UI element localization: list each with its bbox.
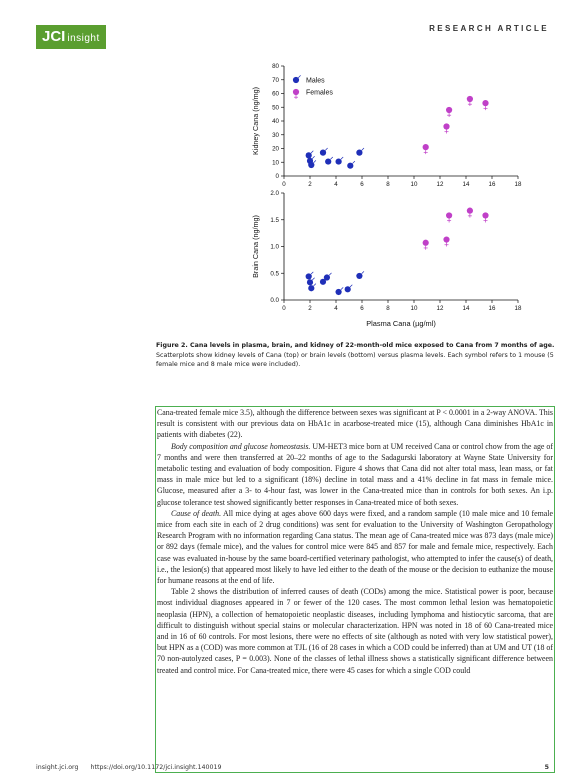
data-point-male <box>308 283 317 292</box>
x-tick-label: 2 <box>308 181 312 188</box>
page-number: 5 <box>544 764 549 771</box>
data-point-male <box>305 271 314 280</box>
data-point-female <box>466 95 473 106</box>
paragraph-2: Body composition and glucose homeostasis… <box>157 441 553 508</box>
data-point-female <box>482 212 489 223</box>
x-axis-label: Plasma Cana (µg/ml) <box>366 319 436 328</box>
caption-text: Scatterplots show kidney levels of Cana … <box>156 351 554 369</box>
logo-jci: JCI <box>42 28 66 45</box>
data-point-male <box>323 272 332 281</box>
x-tick-label: 12 <box>437 181 444 188</box>
data-point-male <box>347 160 356 169</box>
y-tick-label: 1.0 <box>270 244 279 251</box>
y-axis-label: Brain Cana (ng/mg) <box>251 215 260 278</box>
data-point-male <box>305 150 314 159</box>
x-tick-label: 14 <box>463 181 470 188</box>
data-point-female <box>482 100 489 111</box>
x-tick-label: 6 <box>360 181 364 188</box>
y-tick-label: 10 <box>272 159 279 166</box>
page-footer: insight.jci.org https://doi.org/10.1172/… <box>36 764 549 771</box>
data-point-female <box>466 207 473 218</box>
legend-marker-male <box>292 75 301 84</box>
y-axis-label: Kidney Cana (ng/mg) <box>251 87 260 155</box>
data-point-male <box>356 147 365 156</box>
data-point-male <box>335 156 344 165</box>
x-tick-label: 10 <box>411 181 418 188</box>
journal-logo: JCI insight <box>36 25 106 49</box>
logo-insight: insight <box>67 33 100 44</box>
data-point-male <box>319 147 328 156</box>
x-tick-label: 18 <box>515 305 522 312</box>
data-point-male <box>308 160 317 169</box>
panel-kidney: 0 10 20 30 40 50 60 70 80 0 2 4 6 8 10 12 14 16 18 Kidney C… <box>251 63 522 188</box>
paragraph-2-text: UM-HET3 mice born at UM received Cana or… <box>157 441 553 507</box>
data-point-male <box>306 277 315 286</box>
x-tick-label: 0 <box>282 305 286 312</box>
paragraph-1: Cana-treated female mice 3.5), although … <box>157 408 553 440</box>
data-point-female <box>422 144 429 155</box>
x-tick-label: 4 <box>334 181 338 188</box>
x-tick-label: 2 <box>308 305 312 312</box>
y-tick-label: 40 <box>272 118 279 125</box>
x-tick-label: 14 <box>463 305 470 312</box>
x-tick-label: 8 <box>386 305 390 312</box>
panel-brain: 0.0 0.5 1.0 1.5 2.0 0 2 4 6 8 10 12 14 16 18 Brain Cana… <box>251 190 522 328</box>
paragraph-2-heading: Body composition and glucose homeostasis… <box>171 441 311 451</box>
legend-label-males: Males <box>306 77 325 84</box>
data-point-female <box>446 212 453 223</box>
y-tick-label: 0.0 <box>270 297 279 304</box>
data-point-female <box>443 123 450 134</box>
y-tick-label: 50 <box>272 104 279 111</box>
paragraph-3-text: All mice dying at ages above 600 days we… <box>157 508 553 586</box>
article-type: RESEARCH ARTICLE <box>429 24 549 33</box>
x-tick-label: 18 <box>515 181 522 188</box>
paragraph-3: Cause of death. All mice dying at ages a… <box>157 508 553 586</box>
y-tick-label: 1.5 <box>270 217 279 224</box>
data-point-female <box>422 239 429 250</box>
y-tick-label: 70 <box>272 77 279 84</box>
data-point-female <box>443 236 450 247</box>
y-tick-label: 0.5 <box>270 270 279 277</box>
y-tick-label: 20 <box>272 146 279 153</box>
article-body: Cana-treated female mice 3.5), although … <box>155 406 555 773</box>
legend-label-females: Females <box>306 89 333 96</box>
data-point-male <box>344 284 353 293</box>
data-point-male <box>335 287 344 296</box>
x-tick-label: 8 <box>386 181 390 188</box>
figure-2: 0 10 20 30 40 50 60 70 80 0 2 4 6 8 10 12 14 16 18 Kidney C… <box>250 60 550 340</box>
x-tick-label: 12 <box>437 305 444 312</box>
y-tick-label: 60 <box>272 91 279 98</box>
footer-site: insight.jci.org <box>36 764 79 771</box>
y-tick-label: 0 <box>276 173 280 180</box>
chart-legend: Males Females <box>292 75 333 99</box>
y-tick-label: 80 <box>272 63 279 70</box>
footer-doi[interactable]: https://doi.org/10.1172/jci.insight.1400… <box>90 764 222 771</box>
caption-title: Figure 2. Cana levels in plasma, brain, … <box>156 342 555 349</box>
x-tick-label: 4 <box>334 305 338 312</box>
x-tick-label: 16 <box>489 181 496 188</box>
data-point-male <box>356 271 365 280</box>
x-tick-label: 6 <box>360 305 364 312</box>
x-tick-label: 10 <box>411 305 418 312</box>
y-tick-label: 2.0 <box>270 190 279 197</box>
legend-marker-female <box>292 88 300 99</box>
x-tick-label: 16 <box>489 305 496 312</box>
x-tick-label: 0 <box>282 181 286 188</box>
figure-caption: Figure 2. Cana levels in plasma, brain, … <box>156 341 556 370</box>
data-point-female <box>446 106 453 117</box>
paragraph-3-heading: Cause of death. <box>171 508 222 518</box>
y-tick-label: 30 <box>272 132 279 139</box>
paragraph-4: Table 2 shows the distribution of inferr… <box>157 587 553 675</box>
data-point-male <box>325 156 334 165</box>
